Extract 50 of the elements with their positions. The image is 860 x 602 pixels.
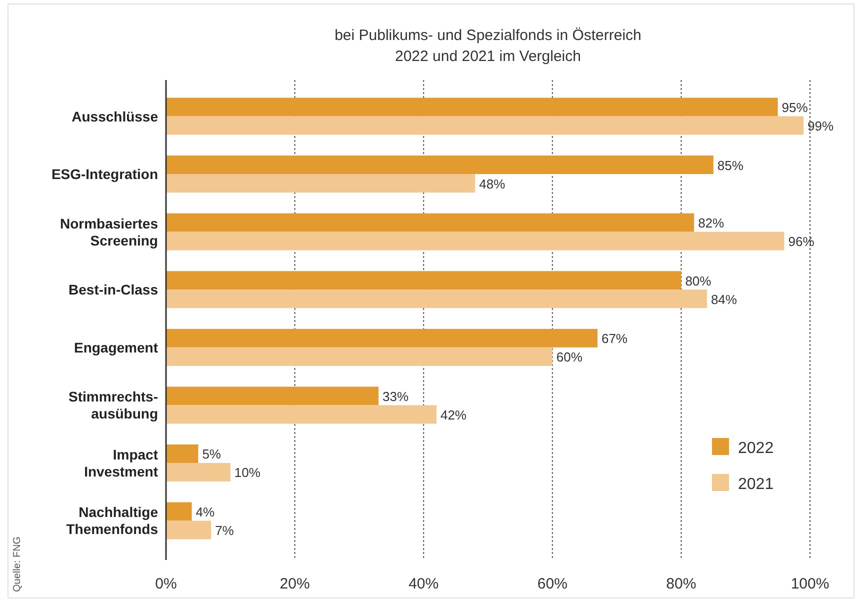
data-label: 82% [698,216,725,231]
bar [166,213,694,232]
bar [166,502,192,521]
x-tick-label: 40% [408,576,439,593]
y-tick-label: Impact Investment [84,446,158,480]
bar [166,174,476,193]
bar [166,328,598,348]
bar [166,462,230,482]
y-tick-label: ESG-Integration [51,166,158,182]
y-tick-label: Nachhaltige Themenfonds [66,504,158,538]
data-label: 42% [440,407,467,422]
data-label: 60% [556,350,583,365]
x-tick-label: 60% [537,576,568,593]
x-tick-label: 80% [666,576,696,593]
data-label: 85% [717,158,744,173]
bar [166,98,778,116]
x-tick-label: 100% [790,576,830,593]
data-label: 5% [202,446,222,462]
data-label: 96% [788,234,815,250]
legend-label: 2022 [738,440,774,457]
bar [166,232,784,250]
data-label: 4% [196,504,215,520]
data-label: 95% [782,100,808,116]
source-note: Quelle: FNG [12,536,23,592]
bar [166,386,379,406]
bar [166,520,212,540]
y-tick-label: Engagement [74,339,158,356]
y-tick-label: Best-in-Class [68,282,158,298]
bar [166,444,198,463]
data-label: 48% [479,176,506,192]
y-tick-label: Stimmrechts- ausübung [68,388,158,422]
data-label: 10% [234,465,261,480]
data-label: 67% [601,331,628,346]
y-tick-label: Ausschlüsse [72,108,158,124]
x-tick-label: 20% [280,576,310,593]
bar [166,290,707,308]
data-label: 7% [215,522,234,538]
x-tick-label: 0% [155,576,177,593]
data-label: 80% [685,273,712,288]
bar [166,156,714,174]
legend-label: 2021 [738,476,774,493]
bar [166,347,552,366]
chart-title: bei Publikums- und Spezialfonds in Österreich 2022 und 2021 im Vergleich [334,27,642,65]
bar [166,271,682,290]
data-label: 33% [382,388,409,404]
data-label: 99% [808,118,834,134]
y-tick-label: Normbasiertes Screening [60,215,158,248]
bar [166,116,804,135]
bar [166,405,436,424]
data-label: 84% [710,292,738,307]
